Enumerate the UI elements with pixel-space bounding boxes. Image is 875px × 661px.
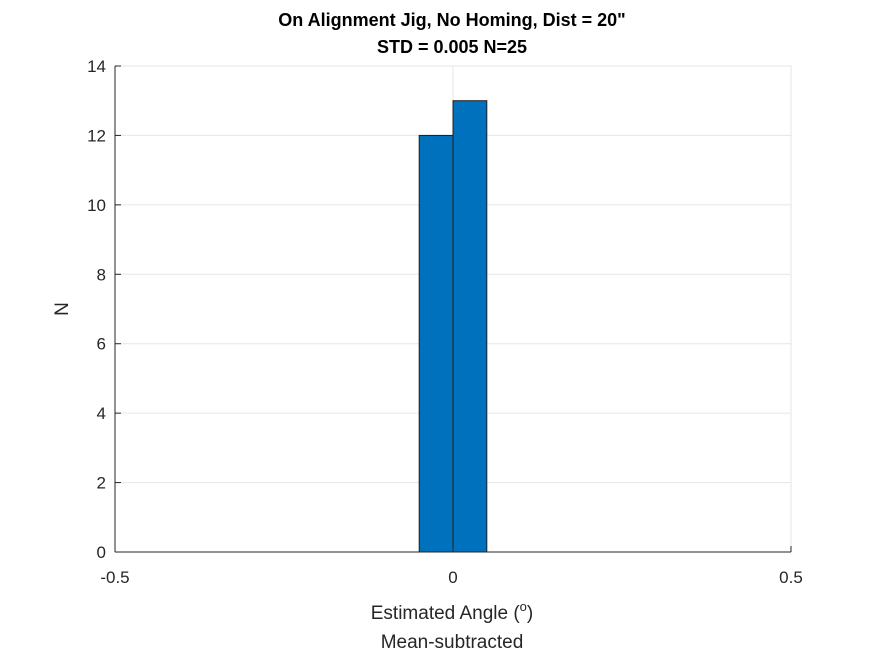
x-axis-sublabel: Mean-subtracted — [381, 632, 524, 653]
chart-title-line2: STD = 0.005 N=25 — [377, 37, 527, 57]
x-tick-label-0: -0.5 — [100, 568, 129, 587]
axes — [114, 65, 792, 553]
x-axis-label-superscript: o — [520, 599, 527, 614]
x-axis-label-text: Estimated Angle ( — [371, 603, 521, 624]
y-axis-label: N — [52, 302, 73, 316]
y-tick-label-1: 2 — [97, 474, 106, 493]
y-tick-label-2: 4 — [97, 404, 106, 423]
histogram-bars — [418, 100, 488, 553]
y-tick-label-4: 8 — [97, 265, 106, 284]
x-axis-label: Estimated Angle (o) — [371, 599, 533, 624]
y-tick-label-6: 12 — [87, 126, 106, 145]
x-tick-label-1: 0 — [448, 568, 457, 587]
x-axis-label-close: ) — [527, 603, 533, 624]
histogram-bar-0 — [418, 134, 454, 553]
y-tick-label-0: 0 — [97, 543, 106, 562]
y-tick-label-7: 14 — [87, 57, 106, 76]
chart-title-line1: On Alignment Jig, No Homing, Dist = 20" — [278, 10, 625, 30]
x-tick-label-2: 0.5 — [779, 568, 803, 587]
histogram-bar-1 — [452, 100, 488, 553]
y-tick-label-5: 10 — [87, 196, 106, 215]
tick-labels: 0 2 4 6 8 10 12 14 -0.5 0 0.5 — [87, 57, 803, 587]
y-tick-label-3: 6 — [97, 335, 106, 354]
